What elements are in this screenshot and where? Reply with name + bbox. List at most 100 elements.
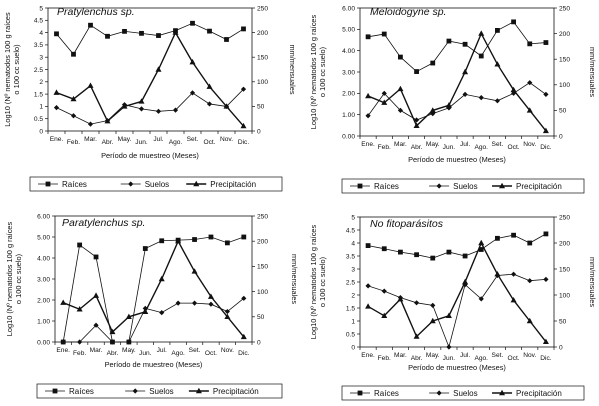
y-tick-label: 0.5 — [34, 116, 43, 123]
data-point-precipitacin — [381, 99, 388, 105]
data-point-suelos — [142, 305, 148, 311]
data-point-races — [88, 22, 93, 28]
data-point-precipitacin — [462, 68, 469, 75]
legend-marker-precipitacin — [195, 387, 202, 394]
data-point-races — [224, 240, 230, 246]
data-point-races — [478, 247, 484, 252]
data-point-races — [398, 54, 403, 60]
data-point-races — [207, 28, 212, 34]
series-line-suelos — [56, 88, 244, 125]
legend-marker-precipitacin — [499, 182, 506, 189]
chart-title: Pratylenchus sp. — [57, 6, 135, 18]
data-point-precipitacin — [478, 239, 485, 246]
x-tick-label: Abr. — [411, 355, 423, 362]
x-tick-label: Set. — [189, 347, 201, 354]
y2-tick-label: 150 — [559, 57, 570, 64]
data-point-suelos — [527, 278, 533, 284]
series-line-races — [368, 233, 547, 259]
data-point-suelos — [224, 308, 230, 315]
data-point-suelos — [413, 300, 420, 306]
data-point-suelos — [365, 283, 371, 289]
data-point-suelos — [87, 121, 94, 127]
y-tick-label: 0.00 — [37, 339, 50, 346]
x-axis-label: Período de muestreo (Meses) — [105, 360, 203, 369]
legend-marker-suelos — [128, 181, 134, 187]
data-point-races — [430, 60, 436, 66]
data-point-precipitacin — [462, 278, 469, 285]
data-point-precipitacin — [172, 29, 179, 35]
data-point-precipitacin — [60, 299, 67, 305]
data-point-races — [446, 38, 452, 44]
y2-tick-label: 0 — [559, 344, 563, 351]
data-point-races — [241, 26, 246, 32]
plot-frame — [54, 215, 253, 343]
data-point-races — [527, 41, 533, 47]
y-tick-label: 1.5 — [34, 91, 43, 98]
data-point-races — [122, 28, 127, 34]
data-point-races — [430, 255, 436, 261]
y-tick-label: 4 — [351, 240, 355, 247]
y-axis-label: Log10 (Nº nematodos 100 g raíceso 100 cc… — [309, 224, 327, 339]
y2-tick-label: 200 — [559, 240, 570, 247]
y2-tick-label: 50 — [257, 314, 265, 321]
data-point-races — [224, 37, 229, 42]
y2-tick-label: 100 — [559, 292, 570, 299]
legend-marker-suelos — [132, 388, 138, 394]
y-tick-label: 4.5 — [34, 18, 43, 25]
x-tick-label: Feb. — [378, 355, 391, 362]
chart-title: Paratylenchus sp. — [62, 217, 145, 229]
data-point-suelos — [430, 302, 436, 308]
x-tick-label: Ago. — [169, 139, 183, 146]
data-point-races — [462, 253, 468, 259]
legend-label-races: Raíces — [374, 182, 399, 191]
y-tick-label: 3.5 — [346, 253, 355, 260]
data-point-races — [192, 237, 197, 242]
x-tick-label: Set. — [492, 352, 504, 359]
data-point-suelos — [159, 310, 165, 316]
y2-tick-label: 150 — [257, 55, 268, 62]
data-point-precipitacin — [104, 117, 111, 124]
y-tick-label: 3 — [351, 266, 355, 273]
data-point-precipitacin — [93, 292, 100, 298]
y2-tick-label: 250 — [257, 5, 268, 12]
data-point-precipitacin — [76, 306, 83, 312]
x-tick-label: Ene. — [50, 136, 64, 143]
data-point-precipitacin — [510, 297, 517, 303]
legend-label-races: Raíces — [69, 387, 94, 396]
plot-frame — [359, 216, 555, 348]
x-tick-label: Oct. — [508, 355, 520, 362]
x-tick-label: Dic. — [540, 144, 552, 151]
legend-label-suelos: Suelos — [145, 180, 169, 189]
data-point-races — [543, 231, 549, 237]
x-tick-label: Mar. — [394, 352, 407, 359]
x-tick-label: Jun. — [443, 355, 456, 362]
data-point-races — [398, 249, 403, 255]
legend-marker-races — [45, 181, 51, 187]
y-tick-label: 0.00 — [342, 133, 355, 140]
data-point-precipitacin — [240, 333, 247, 340]
y2-tick-label: 200 — [257, 30, 268, 37]
y2-axis-label: mm/mensuales — [588, 257, 597, 307]
data-point-suelos — [77, 339, 83, 345]
y-tick-label: 1 — [351, 318, 355, 325]
data-point-precipitacin — [125, 313, 132, 319]
y-tick-label: 5 — [351, 214, 355, 221]
data-point-suelos — [175, 300, 181, 306]
x-tick-label: Jul. — [153, 136, 163, 143]
data-point-suelos — [138, 106, 145, 112]
plot-frame — [359, 7, 555, 137]
x-tick-label: Ago. — [171, 350, 185, 357]
data-point-races — [495, 235, 500, 241]
x-tick-label: Ago. — [474, 355, 488, 362]
data-point-precipitacin — [445, 102, 452, 108]
y-tick-label: 5.00 — [342, 27, 355, 34]
y2-tick-label: 200 — [257, 239, 268, 246]
x-tick-label: Feb. — [378, 144, 391, 151]
data-point-races — [54, 31, 59, 37]
legend-box — [341, 385, 585, 401]
chart-title: No fitoparásitos — [370, 218, 444, 230]
x-tick-label: Dic. — [540, 355, 552, 362]
x-tick-label: Oct. — [508, 144, 520, 151]
x-tick-label: Ene. — [361, 141, 375, 148]
